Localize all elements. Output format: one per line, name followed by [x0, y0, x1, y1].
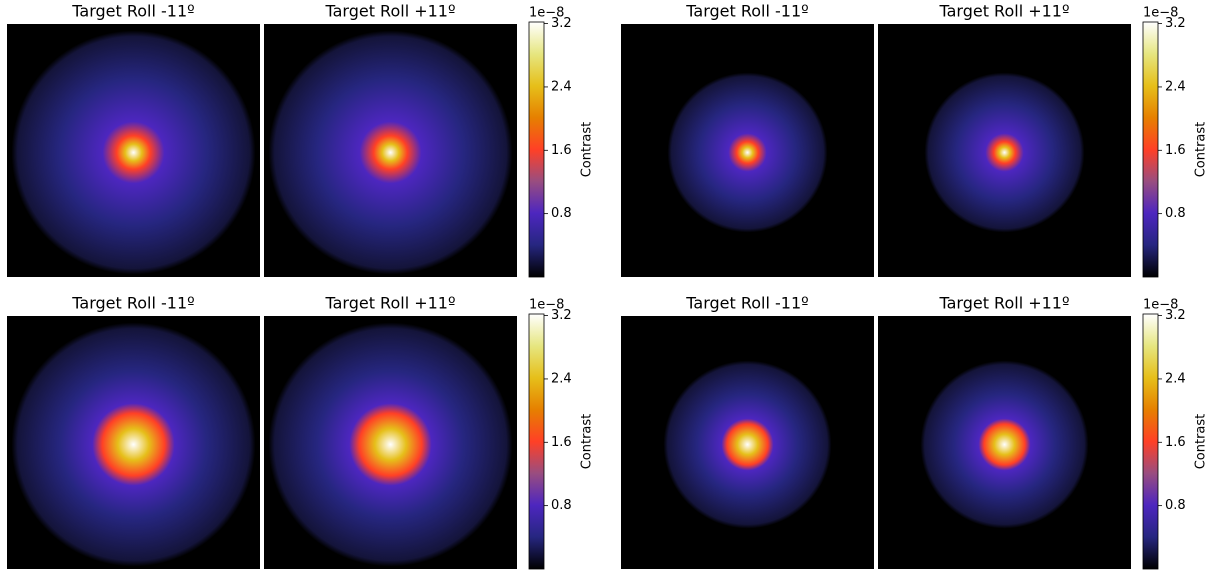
colorbar-tick-label: 2.4	[551, 371, 572, 386]
image-halo	[664, 361, 832, 529]
colorbar	[1143, 314, 1158, 569]
colorbar-tick-label: 0.8	[551, 498, 572, 513]
image-halo	[269, 31, 513, 275]
panel-title: Target Roll -11º	[71, 294, 194, 313]
image-halo	[12, 323, 256, 567]
image-halo	[921, 361, 1089, 529]
colorbar-offset: 1e−8	[529, 298, 564, 313]
colorbar	[529, 314, 544, 569]
colorbar-tick-label: 2.4	[551, 79, 572, 94]
colorbar-tick-label: 0.8	[1165, 206, 1186, 221]
colorbar-tick-label: 2.4	[1165, 371, 1186, 386]
panel-title: Target Roll +11º	[324, 294, 455, 313]
image-halo	[269, 323, 513, 567]
colorbar	[529, 22, 544, 277]
colorbar-tick-label: 1.6	[1165, 435, 1186, 450]
image-halo	[925, 73, 1085, 233]
panel-title: Target Roll -11º	[685, 2, 808, 21]
colorbar-offset: 1e−8	[529, 6, 564, 21]
colorbar-offset: 1e−8	[1143, 298, 1178, 313]
panel-title: Target Roll -11º	[685, 294, 808, 313]
colorbar	[1143, 22, 1158, 277]
image-halo	[12, 31, 256, 275]
panel-title: Target Roll +11º	[324, 2, 455, 21]
colorbar-label: Contrast	[1194, 414, 1209, 470]
image-halo	[668, 73, 828, 233]
colorbar-tick-label: 1.6	[551, 435, 572, 450]
colorbar-tick-label: 0.8	[1165, 498, 1186, 513]
colorbar-tick-label: 0.8	[551, 206, 572, 221]
colorbar-offset: 1e−8	[1143, 6, 1178, 21]
colorbar-label: Contrast	[1194, 122, 1209, 178]
colorbar-tick-label: 1.6	[551, 143, 572, 158]
figure: Target Roll -11º Target Roll +11º 0.8 1.6 2.…	[0, 0, 1221, 571]
colorbar-label: Contrast	[580, 414, 595, 470]
panel-title: Target Roll +11º	[938, 294, 1069, 313]
panel-title: Target Roll +11º	[938, 2, 1069, 21]
colorbar-label: Contrast	[580, 122, 595, 178]
colorbar-tick-label: 2.4	[1165, 79, 1186, 94]
colorbar-tick-label: 1.6	[1165, 143, 1186, 158]
panel-title: Target Roll -11º	[71, 2, 194, 21]
